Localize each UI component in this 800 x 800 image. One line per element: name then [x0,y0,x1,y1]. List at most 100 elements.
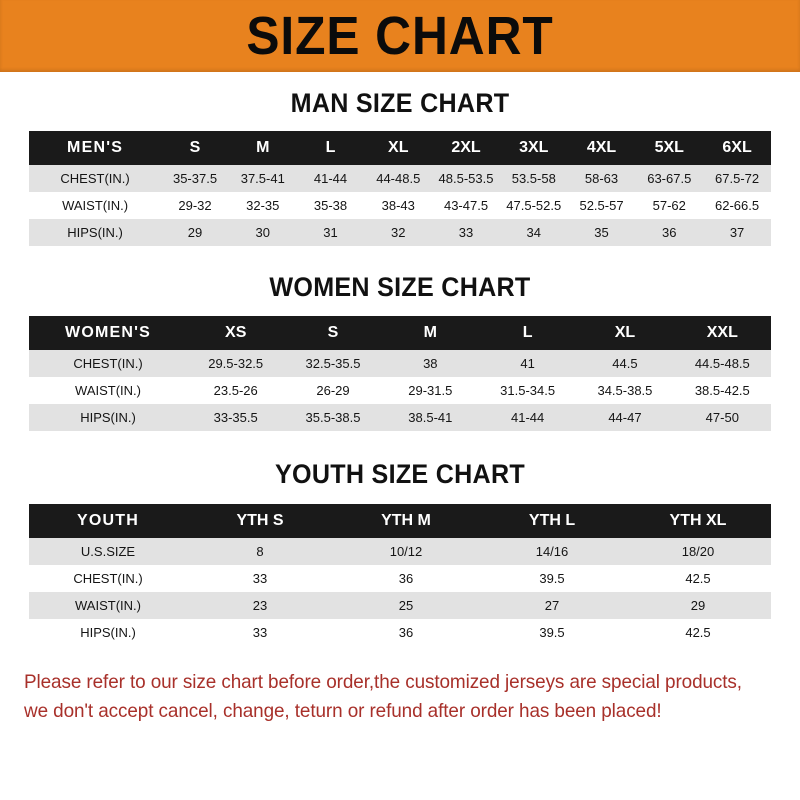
cell: 41-44 [511,410,545,425]
cell: 38 [423,356,438,371]
youth-size-header: YTH L [528,512,576,529]
cell: 32 [391,225,406,240]
cell: 42.5 [685,571,711,586]
man-size-header: 2XL [451,139,481,156]
cell: 37 [729,225,745,240]
youth-size-section: YOUTH SIZE CHART YOUTH YTH S YTH M YTH L… [0,461,800,646]
cell: 8 [256,544,264,559]
row-label: CHEST(IN.) [73,356,143,371]
cell: 35.5-38.5 [305,410,361,425]
table-row: HIPS(IN.) 29 30 31 32 33 34 35 36 37 [29,219,771,246]
women-header-row: WOMEN'S XS S M L XL XXL [29,316,771,350]
cell: 18/20 [681,544,715,559]
table-row: CHEST(IN.) 35-37.5 37.5-41 41-44 44-48.5… [29,165,771,192]
cell: 10/12 [389,544,423,559]
cell: 42.5 [685,625,711,640]
man-size-section: MAN SIZE CHART MEN'S S M L XL 2XL 3XL 4X… [0,90,800,246]
row-label: HIPS(IN.) [80,625,136,640]
cell: 36 [398,571,414,586]
row-label: CHEST(IN.) [60,171,130,186]
cell: 35-37.5 [172,171,218,186]
man-size-header: L [325,139,336,156]
cell: 29 [187,225,203,240]
cell: 47.5-52.5 [506,198,562,213]
cell: 41-44 [313,171,348,186]
table-row: CHEST(IN.) 29.5-32.5 32.5-35.5 38 41 44.… [29,350,771,377]
cell: 26-29 [316,383,350,398]
cell: 39.5 [539,571,565,586]
cell: 29.5-32.5 [208,356,264,371]
cell: 34.5-38.5 [597,383,653,398]
order-notice: Please refer to our size chart before or… [24,668,753,726]
row-label: CHEST(IN.) [73,571,143,586]
row-label: HIPS(IN.) [67,225,123,240]
notice-line-2: we don't accept cancel, change, teturn o… [24,700,662,722]
man-size-header: 6XL [722,139,752,156]
table-row: HIPS(IN.) 33-35.5 35.5-38.5 38.5-41 41-4… [29,404,771,431]
cell: 31.5-34.5 [500,383,556,398]
notice-line-1: Please refer to our size chart before or… [24,671,742,693]
cell: 43-47.5 [443,198,489,213]
table-row: WAIST(IN.) 23 25 27 29 [29,592,771,619]
man-size-header: S [189,139,201,156]
cell: 35 [594,225,609,240]
cell: 48.5-53.5 [438,171,494,186]
women-size-section: WOMEN SIZE CHART WOMEN'S XS S M L XL XXL [0,274,800,431]
man-size-header: M [256,139,270,156]
cell: 29-32 [178,198,212,213]
cell: 32-35 [246,198,280,213]
youth-section-title: YOUTH SIZE CHART [275,459,525,489]
women-size-header: XL [614,324,636,341]
cell: 23 [252,598,268,613]
women-table-head: WOMEN'S XS S M L XL XXL [29,316,771,350]
cell: 47-50 [705,410,739,425]
man-table-body: CHEST(IN.) 35-37.5 37.5-41 41-44 44-48.5… [29,165,771,246]
table-row: CHEST(IN.) 33 36 39.5 42.5 [29,565,771,592]
cell: 53.5-58 [511,171,556,186]
cell: 38.5-42.5 [694,383,750,398]
cell: 29 [690,598,706,613]
table-row: HIPS(IN.) 33 36 39.5 42.5 [29,619,771,646]
cell: 34 [526,225,541,240]
women-table-body: CHEST(IN.) 29.5-32.5 32.5-35.5 38 41 44.… [29,350,771,431]
cell: 35-38 [313,198,348,213]
man-size-table: MEN'S S M L XL 2XL 3XL 4XL 5XL 6XL CHEST… [29,131,771,246]
cell: 38.5-41 [408,410,453,425]
youth-size-header: YTH S [236,512,284,529]
women-size-header: M [423,324,437,341]
man-size-header: XL [388,139,409,156]
cell: 23.5-26 [213,383,258,398]
row-label: U.S.SIZE [80,544,136,559]
women-size-header: L [522,324,533,341]
man-section-title: MAN SIZE CHART [290,88,510,118]
cell: 32.5-35.5 [305,356,361,371]
cell: 44.5-48.5 [694,356,750,371]
cell: 30 [255,225,270,240]
man-header-row: MEN'S S M L XL 2XL 3XL 4XL 5XL 6XL [29,131,771,165]
youth-size-header: YTH M [381,512,431,529]
cell: 57-62 [652,198,686,213]
cell: 33 [252,571,268,586]
row-label: WAIST(IN.) [75,598,141,613]
cell: 33 [252,625,268,640]
table-row: U.S.SIZE 8 10/12 14/16 18/20 [29,538,771,565]
women-section-title: WOMEN SIZE CHART [269,272,531,302]
cell: 36 [662,225,677,240]
cell: 31 [323,225,338,240]
cell: 37.5-41 [240,171,285,186]
women-corner-label: WOMEN'S [65,324,151,341]
man-table-head: MEN'S S M L XL 2XL 3XL 4XL 5XL 6XL [29,131,771,165]
youth-size-table: YOUTH YTH S YTH M YTH L YTH XL U.S.SIZE … [29,504,771,646]
page-title: SIZE CHART [246,6,554,66]
cell: 62-66.5 [715,198,760,213]
cell: 44.5 [612,356,638,371]
women-size-header: XXL [706,324,738,341]
youth-table-head: YOUTH YTH S YTH M YTH L YTH XL [29,504,771,538]
man-size-header: 4XL [586,139,617,156]
cell: 63-67.5 [647,171,692,186]
cell: 33 [458,225,474,240]
cell: 44-48.5 [376,171,421,186]
cell: 39.5 [539,625,565,640]
women-size-table: WOMEN'S XS S M L XL XXL CHEST(IN.) 29.5-… [29,316,771,431]
